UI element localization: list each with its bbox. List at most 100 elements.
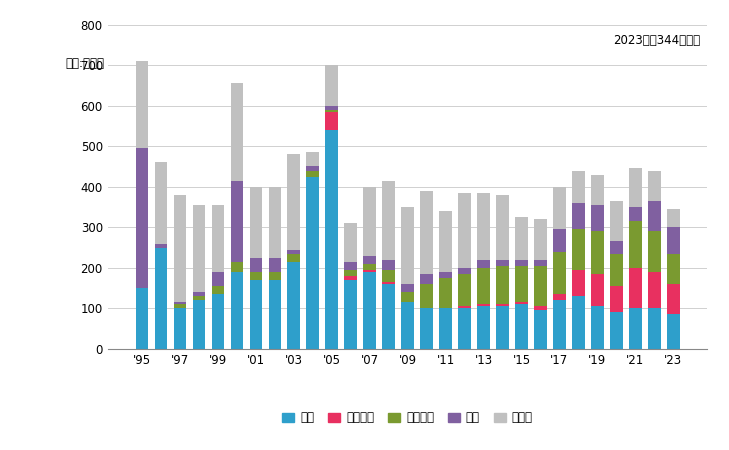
Bar [572, 296, 585, 349]
Bar [344, 280, 356, 349]
Bar [230, 272, 243, 349]
Bar [534, 306, 547, 310]
Bar [440, 308, 452, 349]
Bar [421, 191, 433, 274]
Bar [383, 260, 394, 270]
Bar [667, 315, 679, 349]
Bar [325, 110, 338, 112]
Bar [306, 166, 319, 171]
Bar [325, 130, 338, 349]
Bar [402, 302, 414, 349]
Bar [496, 306, 509, 349]
Bar [287, 154, 300, 250]
Bar [344, 223, 356, 262]
Bar [402, 292, 414, 302]
Bar [553, 230, 566, 252]
Bar [268, 280, 281, 349]
Bar [534, 260, 547, 266]
Bar [459, 268, 471, 274]
Bar [667, 254, 679, 284]
Bar [440, 272, 452, 278]
Bar [344, 262, 356, 270]
Bar [364, 272, 375, 349]
Bar [591, 274, 604, 306]
Text: 単位:万平米: 単位:万平米 [66, 57, 104, 70]
Bar [459, 274, 471, 306]
Bar [344, 276, 356, 280]
Bar [421, 284, 433, 308]
Bar [421, 274, 433, 284]
Bar [306, 152, 319, 166]
Bar [211, 205, 224, 272]
Bar [459, 308, 471, 349]
Bar [610, 201, 623, 242]
Bar [534, 266, 547, 306]
Bar [534, 310, 547, 349]
Bar [136, 61, 148, 148]
Bar [174, 195, 186, 302]
Bar [610, 286, 623, 312]
Bar [306, 171, 319, 176]
Bar [496, 304, 509, 306]
Bar [496, 260, 509, 266]
Bar [610, 254, 623, 286]
Bar [572, 203, 585, 230]
Bar [667, 227, 679, 254]
Bar [515, 260, 528, 266]
Bar [515, 302, 528, 304]
Bar [629, 221, 642, 268]
Bar [325, 65, 338, 106]
Bar [364, 187, 375, 256]
Bar [648, 308, 660, 349]
Bar [249, 280, 262, 349]
Bar [268, 187, 281, 258]
Bar [477, 268, 490, 304]
Bar [591, 175, 604, 205]
Bar [211, 286, 224, 294]
Bar [383, 180, 394, 260]
Bar [192, 300, 205, 349]
Bar [629, 268, 642, 308]
Bar [648, 231, 660, 272]
Bar [192, 296, 205, 300]
Bar [287, 254, 300, 262]
Bar [629, 308, 642, 349]
Bar [136, 288, 148, 349]
Bar [648, 201, 660, 231]
Bar [534, 219, 547, 260]
Bar [192, 205, 205, 292]
Bar [572, 171, 585, 203]
Bar [477, 306, 490, 349]
Bar [553, 252, 566, 294]
Bar [325, 112, 338, 130]
Bar [459, 306, 471, 308]
Bar [459, 193, 471, 268]
Bar [553, 187, 566, 230]
Bar [230, 180, 243, 262]
Text: 2023年：344万平米: 2023年：344万平米 [614, 34, 701, 47]
Bar [629, 168, 642, 207]
Bar [515, 217, 528, 260]
Bar [174, 304, 186, 308]
Bar [591, 231, 604, 274]
Bar [440, 278, 452, 308]
Bar [192, 292, 205, 296]
Bar [572, 270, 585, 296]
Bar [477, 193, 490, 260]
Bar [249, 272, 262, 280]
Bar [383, 282, 394, 284]
Bar [383, 270, 394, 282]
Bar [629, 207, 642, 221]
Bar [648, 171, 660, 201]
Bar [667, 284, 679, 315]
Bar [211, 272, 224, 286]
Bar [287, 262, 300, 349]
Bar [287, 250, 300, 254]
Bar [591, 306, 604, 349]
Bar [211, 294, 224, 349]
Bar [648, 272, 660, 308]
Bar [591, 205, 604, 231]
Bar [383, 284, 394, 349]
Bar [268, 272, 281, 280]
Bar [667, 209, 679, 227]
